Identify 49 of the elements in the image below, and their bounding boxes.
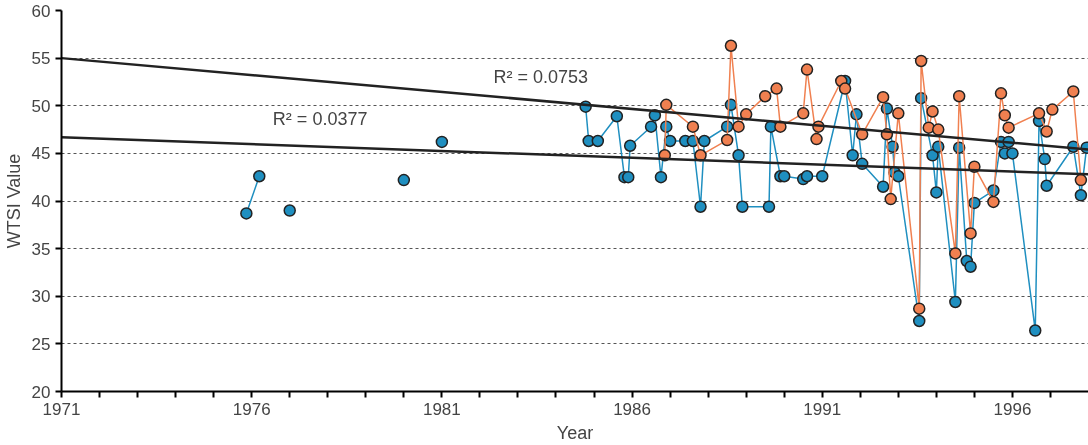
annotation: R² = 0.0753 [493, 67, 589, 88]
point [810, 132, 823, 146]
point [994, 87, 1008, 100]
point [914, 54, 928, 68]
point [964, 227, 977, 240]
point [987, 195, 1000, 209]
point [838, 82, 852, 95]
point [686, 120, 700, 133]
x-tick-label: 1976 [232, 399, 271, 419]
x-tick-label: 1981 [422, 399, 461, 419]
point [770, 82, 783, 95]
y-tick-label: 50 [31, 96, 51, 116]
y-tick-label: 45 [31, 144, 51, 164]
x-tick-label: 1996 [993, 399, 1032, 419]
point [758, 89, 772, 103]
y-tick-label: 55 [31, 49, 51, 69]
x-tick-label: 1971 [42, 399, 81, 419]
point [892, 107, 905, 120]
point [1046, 103, 1059, 116]
point [932, 123, 945, 136]
point [1074, 173, 1088, 187]
point [1032, 107, 1046, 120]
x-tick-label: 1986 [613, 399, 651, 419]
point [660, 98, 673, 112]
y-tick-label: 20 [31, 382, 51, 402]
point [724, 39, 738, 52]
point [876, 90, 890, 104]
point [720, 133, 734, 147]
y-tick-label: 25 [31, 334, 51, 354]
point [926, 105, 939, 118]
point [912, 302, 926, 315]
y-tick-label: 35 [31, 239, 51, 259]
point [998, 109, 1012, 122]
x-tick-label: 1991 [803, 399, 842, 419]
point [1067, 85, 1080, 98]
y-axis-title: WTSI Value [3, 153, 24, 249]
y-tick-label: 30 [31, 287, 51, 307]
point [1002, 121, 1015, 134]
point [952, 89, 966, 103]
point [884, 192, 897, 206]
x-axis-title: Year [556, 422, 594, 443]
point [732, 120, 745, 133]
point [796, 107, 810, 120]
point [949, 247, 962, 260]
annotation: R² = 0.0377 [272, 109, 368, 130]
point [1040, 125, 1053, 138]
y-tick-label: 40 [31, 192, 51, 211]
point [800, 63, 814, 76]
y-tick-label: 60 [31, 1, 51, 21]
